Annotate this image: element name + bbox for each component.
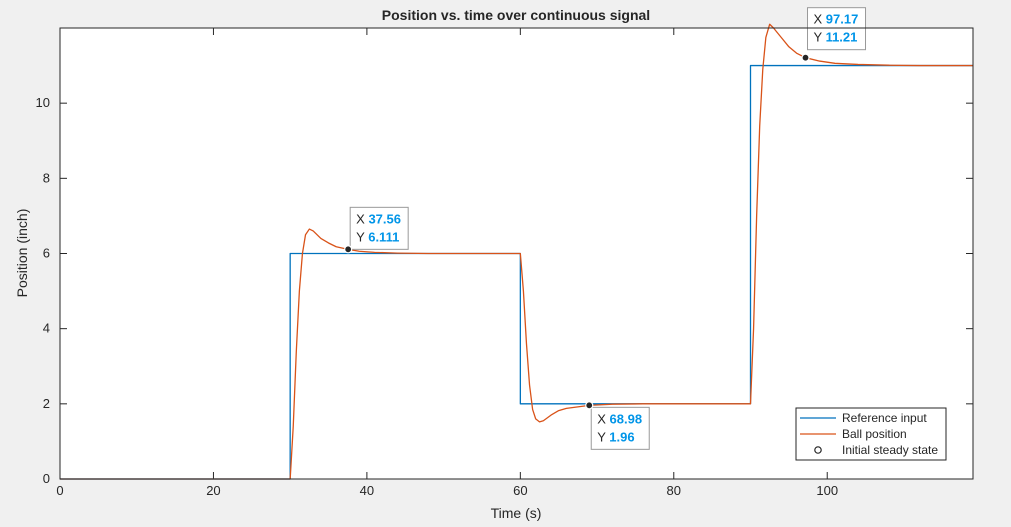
- datatip-y-row: Y 6.111: [356, 229, 399, 244]
- y-tick-label: 0: [43, 471, 50, 486]
- datatip-x-key: X: [814, 12, 826, 27]
- legend-label: Reference input: [842, 411, 927, 425]
- datatip-y-value: 1.96: [609, 429, 634, 444]
- x-tick-label: 100: [816, 483, 838, 498]
- legend-label: Ball position: [842, 427, 907, 441]
- datatip-y-row: Y 1.96: [597, 429, 634, 444]
- datatip-x-key: X: [356, 211, 368, 226]
- x-tick-label: 80: [667, 483, 681, 498]
- datatip-y-key: Y: [597, 429, 609, 444]
- datatip-box: [590, 406, 650, 450]
- series-line-reference-input: [60, 64, 973, 480]
- axis-ticks: 0 20 40 60 80 100 0 2 4 6 8 10: [36, 28, 973, 498]
- datatip-y-key: Y: [356, 229, 368, 244]
- datatip-x-row: X 68.98: [597, 411, 642, 426]
- x-axis-label: Time (s): [491, 505, 542, 521]
- datatip-box: [349, 206, 409, 250]
- datatip-x-key: X: [597, 411, 609, 426]
- y-tick-label: 6: [43, 246, 50, 261]
- x-tick-label: 0: [56, 483, 63, 498]
- x-tick-label: 40: [360, 483, 374, 498]
- x-tick-label: 20: [206, 483, 220, 498]
- legend-label: Initial steady state: [842, 443, 938, 457]
- datatip-x-value: 97.17: [826, 12, 859, 27]
- datatip-x-value: 68.98: [610, 411, 643, 426]
- datatip-marker: [801, 53, 810, 62]
- datatip-marker: [344, 245, 353, 254]
- series-line-ball-position: [60, 23, 973, 480]
- datatip-y-value: 11.21: [826, 30, 858, 45]
- y-axis-label: Position (inch): [14, 209, 30, 298]
- y-tick-label: 4: [43, 321, 50, 336]
- legend-marker-initial-steady-state: [814, 446, 822, 454]
- datatip[interactable]: X 37.56Y 6.111: [344, 206, 409, 254]
- datatip-marker: [585, 401, 594, 410]
- datatip-x-value: 37.56: [368, 211, 401, 226]
- datatip-x-row: X 37.56: [356, 211, 401, 226]
- datatip[interactable]: X 97.17Y 11.21: [801, 7, 867, 62]
- chart-title: Position vs. time over continuous signal: [382, 7, 650, 23]
- datatip-x-row: X 97.17: [814, 12, 859, 27]
- datatip-y-key: Y: [814, 30, 826, 45]
- plot-series: [60, 23, 973, 480]
- y-tick-label: 10: [36, 95, 50, 110]
- datatip[interactable]: X 68.98Y 1.96: [585, 401, 650, 450]
- datatip-y-row: Y 11.21: [814, 30, 858, 45]
- y-tick-label: 8: [43, 170, 50, 185]
- axes-box: [59, 27, 974, 480]
- legend: Reference input Ball position Initial stea…: [795, 407, 947, 461]
- datatip-box: [807, 7, 867, 51]
- y-tick-label: 2: [43, 396, 50, 411]
- datatip-y-value: 6.111: [368, 229, 399, 244]
- x-tick-label: 60: [513, 483, 527, 498]
